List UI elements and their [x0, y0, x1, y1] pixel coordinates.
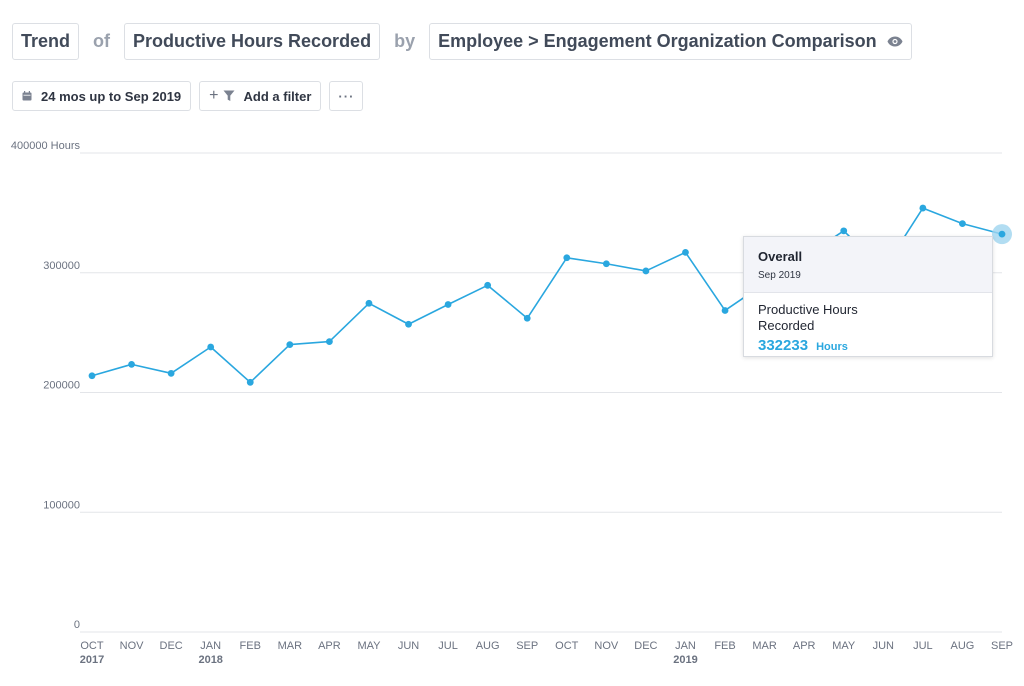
analysis-type-label: Trend [21, 31, 71, 51]
data-point [602, 260, 610, 268]
x-tick-label: JUN [398, 640, 419, 652]
date-range-button[interactable]: 24 mos up to Sep 2019 [12, 81, 192, 111]
x-tick-label: JUN [873, 640, 894, 652]
analysis-type-selector[interactable]: Trend [12, 23, 80, 60]
y-tick-label: 100000 [43, 499, 80, 511]
data-point [286, 341, 294, 348]
x-tick-label: JUL [438, 640, 458, 652]
x-tick-label: APR [318, 640, 341, 652]
y-tick-label: 0 [74, 619, 80, 631]
x-tick-label: AUG [951, 640, 975, 652]
dimension-selector[interactable]: Employee > Engagement Organization Compa… [429, 23, 912, 60]
x-year-label: 2019 [673, 654, 697, 666]
data-point [840, 227, 848, 235]
x-tick-label: DEC [160, 640, 183, 652]
x-tick-label: OCT [555, 640, 579, 652]
data-point [207, 343, 215, 351]
query-builder: Trend of Productive Hours Recorded by Em… [12, 23, 912, 60]
date-range-label: 24 mos up to Sep 2019 [41, 88, 182, 104]
data-point [365, 299, 373, 307]
x-tick-label: JAN [675, 640, 696, 652]
data-point-tooltip: Overall Sep 2019 Productive Hours Record… [743, 236, 993, 357]
x-tick-label: JAN [200, 640, 221, 652]
data-point [721, 307, 729, 314]
data-point [959, 220, 966, 228]
data-point [325, 338, 333, 346]
data-point [523, 314, 531, 322]
data-point [246, 378, 254, 386]
tooltip-unit: Hours [816, 341, 848, 353]
y-tick-label: 400000 Hours [11, 140, 81, 152]
tooltip-metric: Productive Hours Recorded [758, 302, 858, 333]
dimension-label: Employee > Engagement Organization Compa… [438, 31, 877, 51]
x-tick-label: APR [793, 640, 816, 652]
by-connector: by [394, 31, 416, 51]
x-tick-label: MAR [752, 640, 777, 652]
x-tick-label: FEB [240, 640, 261, 652]
metric-selector[interactable]: Productive Hours Recorded [124, 23, 381, 60]
data-point [444, 301, 452, 308]
more-options-icon: ··· [338, 88, 355, 104]
x-tick-label: FEB [714, 640, 735, 652]
data-point [919, 204, 927, 212]
x-tick-label: SEP [516, 640, 538, 652]
filter-icon [223, 90, 235, 101]
tooltip-body: Productive Hours Recorded 332233 Hours [744, 293, 992, 354]
data-point [128, 360, 135, 368]
y-tick-label: 200000 [43, 380, 80, 392]
data-point [642, 267, 650, 275]
metric-label: Productive Hours Recorded [133, 31, 372, 51]
data-point [167, 369, 175, 377]
tooltip-header: Overall Sep 2019 [744, 237, 992, 293]
x-tick-label: JUL [913, 640, 933, 652]
x-year-label: 2018 [198, 654, 222, 666]
plus-icon: + [209, 87, 219, 104]
tooltip-value: 332233 [758, 337, 809, 354]
x-tick-label: MAR [278, 640, 303, 652]
tooltip-period: Sep 2019 [758, 270, 801, 281]
tooltip-value-row: 332233 Hours [758, 337, 978, 354]
x-tick-label: NOV [120, 640, 145, 652]
x-tick-label: MAY [357, 640, 381, 652]
calendar-icon [22, 91, 32, 101]
data-point [88, 372, 96, 380]
tooltip-title: Overall [758, 249, 803, 264]
toolbar: 24 mos up to Sep 2019 + Add a filter ··· [12, 81, 364, 111]
data-point [682, 248, 689, 256]
data-point [998, 230, 1006, 238]
more-options-button[interactable]: ··· [329, 81, 364, 111]
x-tick-label: AUG [476, 640, 500, 652]
data-point [484, 281, 492, 289]
x-year-label: 2017 [80, 654, 104, 666]
x-tick-label: OCT [80, 640, 104, 652]
y-tick-label: 300000 [43, 260, 80, 272]
add-filter-button[interactable]: + Add a filter [199, 81, 322, 111]
x-tick-label: NOV [594, 640, 619, 652]
add-filter-label: Add a filter [243, 88, 312, 104]
x-tick-label: DEC [634, 640, 657, 652]
eye-icon[interactable] [887, 36, 903, 47]
x-tick-label: MAY [832, 640, 856, 652]
data-point [405, 320, 412, 328]
data-point [563, 254, 571, 262]
x-tick-label: SEP [991, 640, 1013, 652]
of-connector: of [93, 31, 111, 51]
